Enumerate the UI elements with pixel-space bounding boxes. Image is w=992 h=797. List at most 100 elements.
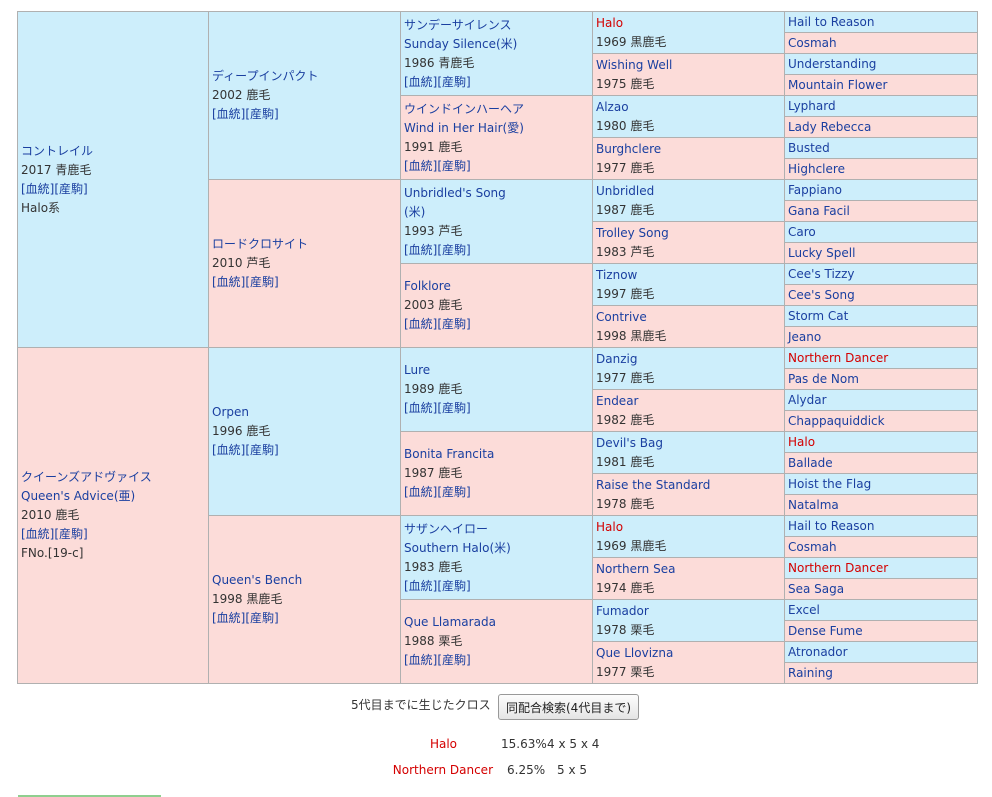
horse-name-link[interactable]: Hoist the Flag	[788, 476, 872, 491]
horse-name-link[interactable]: Unbridled's Song	[404, 185, 506, 200]
horse-name-link[interactable]: Lure	[404, 363, 431, 377]
birth-year: 1983	[596, 244, 627, 259]
horse-name-link[interactable]: Northern Dancer	[788, 560, 889, 575]
horse-name-link[interactable]: Northern Sea	[596, 561, 676, 576]
cross-horse-name[interactable]: Northern Dancer	[392, 763, 493, 777]
offspring-link[interactable]: [産駒]	[437, 242, 471, 257]
pedigree-link[interactable]: [血統]	[404, 74, 438, 89]
horse-name-link[interactable]: Highclere	[788, 161, 845, 176]
horse-name-link[interactable]: Gana Facil	[788, 203, 850, 218]
horse-name-link[interactable]: Cosmah	[788, 35, 837, 50]
pedigree-link[interactable]: [血統]	[212, 443, 246, 457]
offspring-link[interactable]: [産駒]	[437, 578, 471, 593]
horse-name-link[interactable]: Que Llamarada	[404, 615, 496, 629]
horse-name-en-link[interactable]: Wind in Her Hair(愛)	[404, 120, 524, 135]
offspring-link[interactable]: [産駒]	[54, 527, 88, 541]
horse-name-link[interactable]: サンデーサイレンス	[404, 17, 512, 32]
horse-name-link[interactable]: Atronador	[788, 644, 848, 659]
horse-name-link[interactable]: Endear	[596, 393, 639, 408]
horse-name-link[interactable]: Unbridled	[596, 183, 655, 198]
horse-name-en-link[interactable]: Southern Halo(米)	[404, 540, 511, 555]
offspring-link[interactable]: [産駒]	[245, 107, 279, 121]
offspring-link[interactable]: [産駒]	[245, 443, 279, 457]
horse-name-link[interactable]: Natalma	[788, 497, 839, 512]
horse-name-link[interactable]: Raining	[788, 665, 833, 680]
horse-name-link[interactable]: Lucky Spell	[788, 245, 856, 260]
horse-name-link[interactable]: Mountain Flower	[788, 77, 888, 92]
horse-name-link[interactable]: Burghclere	[596, 141, 662, 156]
horse-name-link[interactable]: Folklore	[404, 279, 451, 293]
horse-name-link[interactable]: Cee's Song	[788, 287, 855, 302]
pedigree-link[interactable]: [血統]	[21, 527, 55, 541]
horse-name-link[interactable]: Jeano	[788, 329, 822, 344]
offspring-link[interactable]: [産駒]	[437, 653, 471, 667]
horse-name-link[interactable]: Alydar	[788, 392, 827, 407]
horse-name-link[interactable]: Queen's Bench	[212, 573, 303, 587]
horse-name-link[interactable]: Cee's Tizzy	[788, 266, 855, 281]
pedigree-link[interactable]: [血統]	[404, 317, 438, 331]
horse-name-link[interactable]: Alzao	[596, 99, 629, 114]
horse-name-link[interactable]: Que Llovizna	[596, 645, 674, 660]
horse-name-en-link[interactable]: (米)	[404, 204, 426, 219]
horse-name-link[interactable]: ロードクロサイト	[212, 237, 309, 251]
offspring-link[interactable]: [産駒]	[437, 401, 471, 415]
pedigree-link[interactable]: [血統]	[404, 401, 438, 415]
horse-name-en-link[interactable]: Sunday Silence(米)	[404, 36, 518, 51]
pedigree-cell-gen4: Unbridled 1987 鹿毛	[592, 179, 785, 222]
horse-name-link[interactable]: Understanding	[788, 56, 877, 71]
horse-name-link[interactable]: Orpen	[212, 405, 249, 419]
horse-name-link[interactable]: Halo	[788, 434, 816, 449]
horse-name-link[interactable]: Lyphard	[788, 98, 836, 113]
horse-name-link[interactable]: Excel	[788, 602, 820, 617]
pedigree-link[interactable]: [血統]	[404, 242, 438, 257]
pedigree-link[interactable]: [血統]	[212, 275, 246, 289]
offspring-link[interactable]: [産駒]	[437, 158, 471, 173]
pedigree-link[interactable]: [血統]	[404, 158, 438, 173]
horse-name-link[interactable]: Pas de Nom	[788, 371, 859, 386]
horse-name-link[interactable]: サザンヘイロー	[404, 521, 489, 536]
pedigree-link[interactable]: [血統]	[404, 653, 438, 667]
pedigree-link[interactable]: [血統]	[212, 107, 246, 121]
horse-name-link[interactable]: Lady Rebecca	[788, 119, 872, 134]
horse-name-link[interactable]: Dense Fume	[788, 623, 863, 638]
pedigree-link[interactable]: [血統]	[404, 485, 438, 499]
horse-name-link[interactable]: Sea Saga	[788, 581, 845, 596]
offspring-link[interactable]: [産駒]	[437, 317, 471, 331]
horse-name-link[interactable]: コントレイル	[21, 143, 94, 158]
horse-name-link[interactable]: Devil's Bag	[596, 435, 663, 450]
pedigree-link[interactable]: [血統]	[212, 611, 246, 625]
horse-name-link[interactable]: Contrive	[596, 309, 647, 324]
pedigree-link[interactable]: [血統]	[404, 578, 438, 593]
offspring-link[interactable]: [産駒]	[54, 181, 88, 196]
horse-name-link[interactable]: Halo	[596, 519, 624, 534]
horse-name-link[interactable]: Hail to Reason	[788, 518, 875, 533]
pedigree-link[interactable]: [血統]	[21, 181, 55, 196]
horse-name-link[interactable]: Raise the Standard	[596, 477, 711, 492]
horse-name-link[interactable]: クイーンズアドヴァイス	[21, 470, 152, 484]
horse-name-en-link[interactable]: Queen's Advice(亜)	[21, 489, 136, 503]
horse-name-link[interactable]: Hail to Reason	[788, 14, 875, 29]
horse-name-link[interactable]: Trolley Song	[596, 225, 669, 240]
offspring-link[interactable]: [産駒]	[245, 275, 279, 289]
horse-name-link[interactable]: Tiznow	[596, 267, 638, 282]
horse-name-link[interactable]: Wishing Well	[596, 57, 673, 72]
horse-name-link[interactable]: Fumador	[596, 603, 649, 618]
horse-name-link[interactable]: Bonita Francita	[404, 447, 495, 461]
horse-name-link[interactable]: Northern Dancer	[788, 350, 889, 365]
horse-name-link[interactable]: Cosmah	[788, 539, 837, 554]
same-mating-search-button[interactable]: 同配合検索(4代目まで)	[498, 694, 639, 720]
horse-name-link[interactable]: ウインドインハーヘア	[404, 101, 525, 116]
horse-name-link[interactable]: Fappiano	[788, 182, 843, 197]
horse-name-link[interactable]: Danzig	[596, 351, 638, 366]
horse-name-link[interactable]: Storm Cat	[788, 308, 849, 323]
horse-name-link[interactable]: Chappaquiddick	[788, 413, 885, 428]
cross-horse-name[interactable]: Halo	[429, 737, 457, 751]
horse-name-link[interactable]: ディープインパクト	[212, 69, 319, 83]
offspring-link[interactable]: [産駒]	[245, 611, 279, 625]
offspring-link[interactable]: [産駒]	[437, 74, 471, 89]
horse-name-link[interactable]: Halo	[596, 15, 624, 30]
offspring-link[interactable]: [産駒]	[437, 485, 471, 499]
horse-name-link[interactable]: Ballade	[788, 455, 833, 470]
horse-name-link[interactable]: Busted	[788, 140, 830, 155]
horse-name-link[interactable]: Caro	[788, 224, 816, 239]
